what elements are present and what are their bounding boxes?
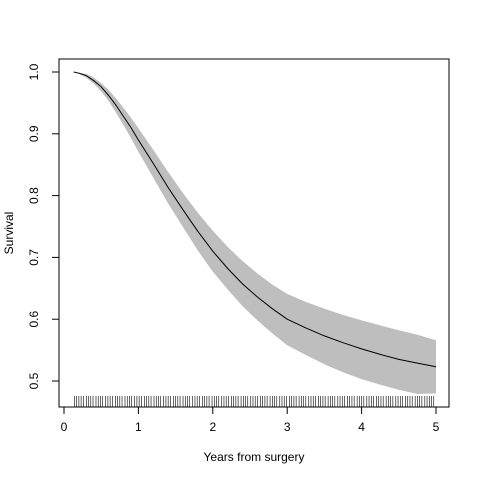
x-tick-label: 1 [135,420,142,434]
rug-marks [74,396,435,407]
x-tick-label: 0 [61,420,68,434]
x-tick-label: 2 [209,420,216,434]
x-tick-label: 5 [433,420,440,434]
y-tick-label: 0.6 [27,311,41,328]
y-tick-label: 0.5 [27,372,41,389]
y-tick-label: 0.8 [27,187,41,204]
y-tick-label: 0.7 [27,249,41,266]
y-axis-label: Survival [2,212,16,255]
x-tick-label: 4 [358,420,365,434]
x-axis-label: Years from surgery [204,450,305,464]
y-axis: 0.5 0.6 0.7 0.8 0.9 1.0 [27,63,60,389]
x-axis: 0 1 2 3 4 5 [61,406,440,434]
survival-curve-line [73,71,437,368]
y-tick-label: 1.0 [27,63,41,80]
y-tick-label: 0.9 [27,125,41,142]
confidence-band [73,72,436,394]
x-tick-label: 3 [284,420,291,434]
